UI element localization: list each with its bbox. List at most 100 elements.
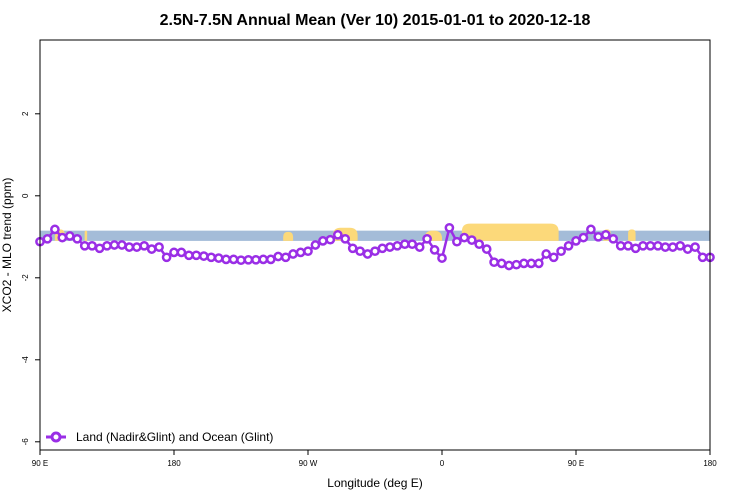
x-axis: 90 E 180 90 W 0 90 E 180 xyxy=(32,450,717,468)
data-point xyxy=(198,251,209,261)
data-point xyxy=(578,232,589,243)
data-point xyxy=(429,245,440,255)
data-point xyxy=(675,240,686,251)
data-point xyxy=(251,254,261,265)
data-point xyxy=(332,229,343,240)
data-point xyxy=(638,240,648,251)
data-point xyxy=(541,249,552,259)
data-point xyxy=(660,242,671,252)
data-point xyxy=(571,236,581,246)
land-band xyxy=(84,230,88,241)
data-point xyxy=(504,260,514,271)
data-point xyxy=(273,251,284,262)
data-point xyxy=(593,231,604,242)
data-point xyxy=(489,257,499,268)
data-point xyxy=(399,239,410,250)
data-point xyxy=(481,244,492,254)
x-tick-label: 90 W xyxy=(299,459,318,468)
data-point xyxy=(600,229,611,240)
data-point xyxy=(318,236,328,246)
data-point xyxy=(206,252,217,263)
data-point xyxy=(519,258,529,269)
data-point xyxy=(437,253,447,263)
data-point xyxy=(87,240,97,251)
ocean-band xyxy=(40,230,710,241)
data-point xyxy=(667,242,678,252)
data-point xyxy=(653,240,663,251)
data-point xyxy=(340,233,351,244)
x-tick-label: 180 xyxy=(703,459,717,468)
data-point xyxy=(57,232,68,243)
data-point xyxy=(325,234,336,245)
data-point xyxy=(303,246,313,257)
data-point xyxy=(533,258,544,269)
data-point xyxy=(50,224,60,235)
data-point xyxy=(109,240,120,250)
data-point xyxy=(444,222,455,233)
data-point xyxy=(690,242,700,252)
data-point xyxy=(176,247,187,258)
data-point xyxy=(295,247,306,258)
x-tick-label: 90 E xyxy=(568,459,584,468)
data-point xyxy=(630,243,641,254)
data-point xyxy=(154,242,164,252)
data-point xyxy=(392,240,403,251)
data-point xyxy=(355,246,365,257)
data-point xyxy=(288,249,298,259)
data-point xyxy=(117,240,127,250)
data-point xyxy=(511,259,522,270)
data-point xyxy=(191,250,202,261)
data-point xyxy=(64,231,75,241)
data-point xyxy=(146,244,157,254)
data-point xyxy=(72,233,83,244)
y-tick-label: 0 xyxy=(21,193,30,198)
data-point xyxy=(228,254,239,265)
plot-frame xyxy=(39,39,711,451)
y-axis: -6 -4 -2 0 2 xyxy=(21,111,40,445)
data-point xyxy=(124,242,135,252)
land-band xyxy=(628,229,636,241)
y-axis-label: XCO2 - MLO trend (ppm) xyxy=(0,178,14,313)
data-point xyxy=(280,252,291,263)
data-point xyxy=(161,252,172,263)
y-tick-label: 2 xyxy=(21,111,30,116)
land-band xyxy=(461,223,559,241)
legend: Land (Nadir&Glint) and Ocean (Glint) xyxy=(46,430,273,444)
land-band xyxy=(283,231,294,241)
legend-label: Land (Nadir&Glint) and Ocean (Glint) xyxy=(76,430,273,444)
data-point xyxy=(623,240,633,251)
data-point xyxy=(496,258,507,269)
data-point xyxy=(139,240,150,251)
data-point xyxy=(414,242,425,252)
x-tick-label: 0 xyxy=(440,459,445,468)
data-point xyxy=(459,232,470,243)
data-point xyxy=(213,253,224,263)
data-point xyxy=(474,239,485,250)
data-point xyxy=(466,235,477,245)
data-point xyxy=(362,249,373,259)
data-point xyxy=(236,255,246,266)
chart-title: 2.5N-7.5N Annual Mean (Ver 10) 2015-01-0… xyxy=(160,12,591,29)
data-point xyxy=(131,242,142,252)
data-point xyxy=(258,254,269,265)
data-point xyxy=(615,240,626,251)
x-tick-label: 180 xyxy=(167,459,181,468)
data-point xyxy=(377,243,388,254)
data-point xyxy=(526,258,537,269)
data-point xyxy=(94,243,105,254)
data-point xyxy=(608,233,619,244)
data-point xyxy=(407,239,418,250)
x-axis-label: Longitude (deg E) xyxy=(327,476,422,490)
data-point xyxy=(347,243,358,254)
y-tick-label: -6 xyxy=(21,438,30,446)
y-tick-label: -2 xyxy=(21,274,30,282)
y-tick-label: -4 xyxy=(21,356,30,364)
legend-marker xyxy=(50,431,62,443)
data-point xyxy=(682,244,693,254)
data-point xyxy=(370,246,380,257)
x-tick-label: 90 E xyxy=(32,459,48,468)
series-layer xyxy=(35,222,715,271)
data-point xyxy=(548,252,559,263)
data-point xyxy=(385,242,395,252)
data-point xyxy=(243,254,254,265)
